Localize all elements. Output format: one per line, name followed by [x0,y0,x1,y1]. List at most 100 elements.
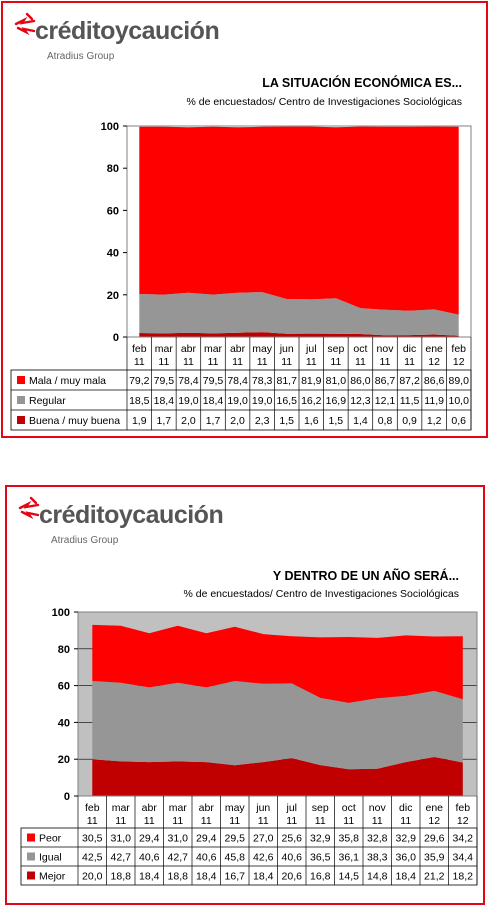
data-label: 1,5 [279,415,294,427]
data-label: 19,0 [178,395,199,407]
data-label: 25,6 [282,833,303,845]
x-tick-label: 11 [87,815,98,827]
data-label: 18,4 [154,395,175,407]
x-tick-label: 11 [257,356,268,368]
legend-swatch [17,416,25,424]
x-tick-label: oct [353,343,367,355]
x-tick-label: 11 [380,356,391,368]
data-label: 79,5 [154,375,175,387]
data-label: 87,2 [399,375,420,387]
data-label: 12,1 [375,395,396,407]
x-tick-label: sep [327,343,344,355]
data-label: 29,4 [139,833,160,845]
x-tick-label: 11 [306,356,317,368]
x-tick-label: jul [305,343,317,355]
x-tick-label: nov [377,343,395,355]
data-label: 16,5 [276,395,297,407]
y-tick-label: 100 [101,121,119,133]
y-tick-label: 80 [58,644,70,656]
x-tick-label: dic [399,802,412,814]
x-tick-label: mar [169,802,188,814]
x-tick-label: 11 [115,815,126,827]
x-tick-label: 11 [201,815,212,827]
data-label: 18,8 [168,871,189,883]
data-label: 86,6 [424,375,445,387]
data-label: 31,0 [168,833,189,845]
data-label: 14,8 [367,871,388,883]
x-tick-label: nov [369,802,387,814]
data-label: 18,4 [203,395,224,407]
data-label: 81,7 [276,375,297,387]
x-tick-label: 11 [372,815,383,827]
brand-arrow-icon [18,496,40,520]
data-label: 79,5 [203,375,224,387]
data-label: 1,9 [132,415,147,427]
data-label: 42,7 [168,852,189,864]
data-label: 2,3 [255,415,270,427]
data-label: 81,0 [326,375,347,387]
x-tick-label: mar [112,802,131,814]
data-label: 0,8 [378,415,393,427]
x-tick-label: 11 [400,815,411,827]
legend-label: Peor [39,833,62,845]
data-label: 0,9 [402,415,417,427]
data-label: 20,6 [282,871,303,883]
data-label: 1,6 [304,415,319,427]
data-label: 36,5 [310,852,331,864]
x-tick-label: abr [181,343,197,355]
area-igual [92,681,463,770]
data-label: 12,3 [350,395,371,407]
data-label: 16,7 [225,871,246,883]
legend-swatch [17,396,25,404]
y-tick-label: 40 [58,717,70,729]
x-tick-label: 12 [457,815,469,827]
data-label: 78,3 [252,375,273,387]
data-label: 1,2 [427,415,442,427]
chart-panel-next-year: créditoycaución Atradius Group Y DENTRO … [5,485,485,905]
data-label: 10,0 [448,395,469,407]
x-tick-label: jul [285,802,297,814]
brand-group: Atradius Group [47,51,115,62]
data-label: 38,3 [367,852,388,864]
y-tick-label: 100 [52,607,70,619]
data-label: 20,0 [82,871,103,883]
y-tick-label: 0 [64,791,70,803]
legend-swatch [17,376,25,384]
data-label: 19,0 [227,395,248,407]
chart-title: LA SITUACIÓN ECONÓMICA ES... [262,76,462,90]
area-buena-muy-buena [139,332,459,337]
x-tick-label: abr [142,802,158,814]
area-mala-muy-mala [139,126,459,315]
area-regular [139,292,459,336]
data-label: 86,7 [375,375,396,387]
x-tick-label: abr [230,343,246,355]
data-label: 35,8 [339,833,360,845]
data-label: 0,6 [451,415,466,427]
chart-subtitle: % de encuestados/ Centro de Investigacio… [183,588,459,600]
x-tick-label: 11 [281,356,292,368]
data-label: 11,5 [400,395,420,407]
legend-swatch [27,833,35,842]
x-tick-label: 12 [453,356,465,368]
x-tick-label: 11 [208,356,219,368]
x-tick-label: 11 [183,356,194,368]
x-tick-label: may [252,343,273,355]
data-label: 1,7 [206,415,221,427]
data-label: 18,4 [196,871,217,883]
legend-label: Igual [39,852,62,864]
x-tick-label: ene [425,802,443,814]
x-tick-label: 11 [315,815,326,827]
data-label: 36,0 [396,852,417,864]
data-label: 36,1 [339,852,360,864]
data-label: 27,0 [253,833,274,845]
data-label: 18,5 [129,395,150,407]
data-label: 29,4 [196,833,217,845]
data-label: 79,2 [129,375,150,387]
data-label: 21,2 [424,871,445,883]
y-tick-label: 20 [58,754,70,766]
x-tick-label: 11 [158,356,169,368]
data-label: 18,4 [139,871,160,883]
x-tick-label: jun [279,343,294,355]
data-label: 29,5 [225,833,246,845]
legend-swatch [27,852,35,861]
